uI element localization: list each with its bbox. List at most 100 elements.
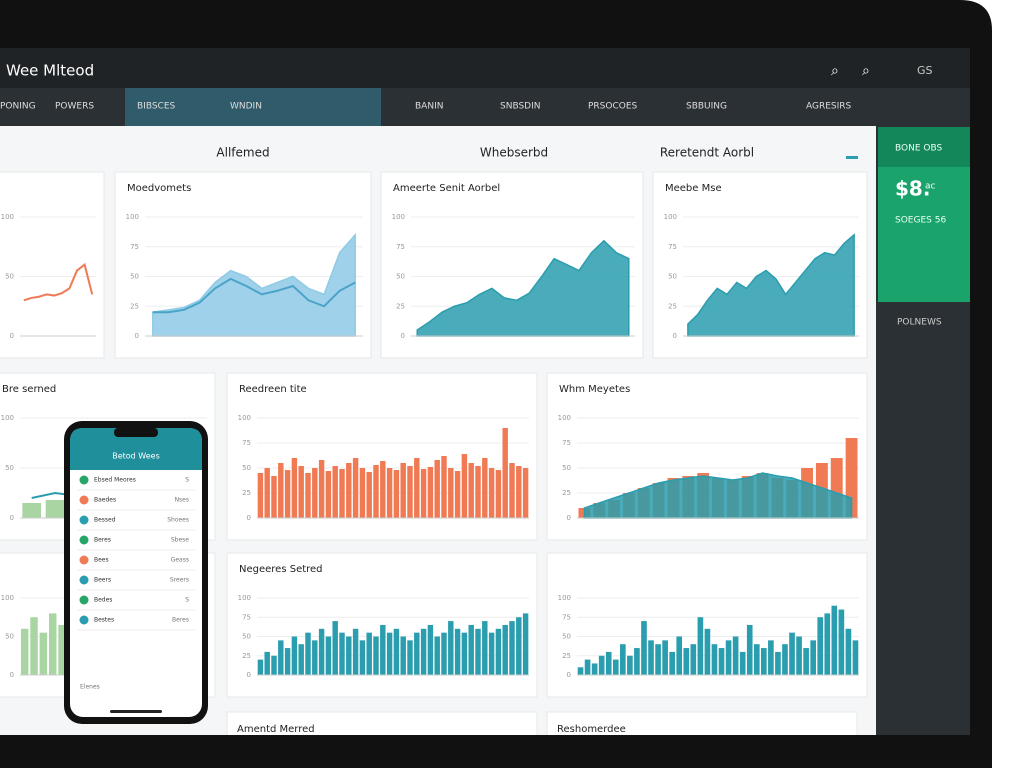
y-tick-label: 75 [130,243,139,251]
bar [516,617,522,675]
row-icon [79,515,89,525]
bar [753,644,760,675]
bar [782,644,788,675]
y-tick-label: 100 [1,414,14,422]
nav-item[interactable]: PRSOCOES [588,102,638,112]
y-tick-label: 0 [10,671,14,679]
bar [305,473,311,518]
bar [325,636,332,675]
y-tick-label: 50 [396,273,405,281]
bar [683,648,690,675]
nav-item[interactable]: BANIN [415,102,443,112]
row-icon [79,595,89,605]
bar [291,636,298,675]
panel-title: BONE OBS [895,144,942,154]
row-label[interactable]: Bestes [94,617,114,624]
minimize-icon[interactable] [846,156,858,159]
row-label[interactable]: Ebsed Meores [94,477,136,484]
bar [414,632,420,675]
home-bar [110,710,162,713]
card-title: Ameerte Senit Aorbel [393,183,500,194]
y-tick-label: 75 [562,439,571,447]
bar [495,628,502,675]
y-tick-label: 25 [396,302,405,310]
row-label[interactable]: Bessed [94,517,116,524]
bar [690,644,697,675]
y-tick-label: 100 [126,213,139,221]
search-icon-2[interactable]: ⌕ [862,63,870,79]
section-title: Whebserbd [480,146,548,160]
bar [516,466,522,518]
bar [352,458,359,518]
bar [662,640,668,675]
bar [339,632,345,675]
nav-item[interactable]: AGRESIRS [806,102,852,112]
y-tick-label: 100 [238,414,251,422]
sidebar-panel-head [878,127,970,167]
bar [669,651,675,675]
y-tick-label: 25 [668,302,677,310]
search-icon[interactable]: ⌕ [831,63,839,79]
bar [522,468,529,518]
sidebar-footer[interactable]: POLNEWS [897,318,942,328]
nav-item[interactable]: BIBSCES [137,102,176,112]
bar [502,428,508,518]
bar [407,466,413,518]
y-tick-label: 75 [242,439,251,447]
row-value: Nses [175,497,189,504]
bar [393,628,400,675]
bar [339,469,345,518]
bar [475,628,481,675]
row-label[interactable]: Baedes [94,497,116,504]
bar [577,667,584,675]
nav-item[interactable]: POWERS [55,102,94,112]
row-label[interactable]: Beers [94,577,111,584]
bar [761,648,767,675]
nav-item[interactable]: PONING [0,102,36,112]
line [152,277,356,314]
bar [427,467,434,518]
y-tick-label: 100 [558,414,571,422]
bar [845,438,858,518]
bar [20,628,29,675]
bar [400,463,406,518]
bezel-bottom [0,735,970,768]
row-label[interactable]: Beres [94,537,111,544]
y-tick-label: 25 [562,489,571,497]
nav-active [125,88,381,126]
bar [359,640,366,675]
bar [264,468,270,518]
bar [775,651,781,675]
bar [420,469,427,518]
nav-item[interactable]: SNBSDIN [500,102,541,112]
nav-item[interactable]: SBBUING [686,102,727,112]
app-title: Wee Mlteod [6,62,94,80]
bar [45,500,65,518]
card-title: Reedreen tite [239,384,307,395]
bar [366,472,372,518]
card-title: Negeeres Setred [239,564,323,575]
bar [488,632,495,675]
bar [325,471,332,518]
phone-notch [114,428,158,437]
bar [796,636,802,675]
bar [441,456,447,518]
area [152,232,356,337]
bar [482,621,488,675]
bar [434,636,440,675]
bar [697,617,704,675]
y-tick-label: 0 [247,514,251,522]
bar [648,640,654,675]
bar [346,636,352,675]
bar [393,470,400,518]
row-label[interactable]: Bedes [94,597,112,604]
row-label[interactable]: Bees [94,557,109,564]
account[interactable]: GS [917,64,933,77]
area [583,472,853,519]
bar [434,460,440,518]
y-tick-label: 50 [5,633,14,641]
bar [509,621,515,675]
bar [298,466,304,518]
nav-item[interactable]: WNDIN [230,102,262,112]
header-bar [0,48,970,88]
